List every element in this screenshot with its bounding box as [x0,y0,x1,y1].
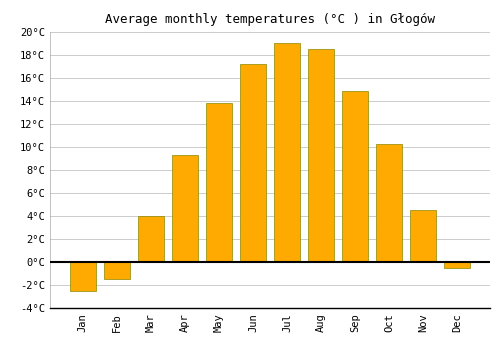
Bar [342,91,368,262]
Title: Average monthly temperatures (°C ) in Głogów: Average monthly temperatures (°C ) in Gł… [105,13,435,26]
Bar [240,64,266,262]
Bar [172,155,198,262]
Bar [376,145,402,262]
Bar [206,103,232,262]
Bar [70,262,96,291]
Bar [444,262,470,268]
Bar [138,216,164,262]
Bar [104,262,130,279]
Bar [308,49,334,262]
Bar [410,210,436,262]
Bar [274,43,300,262]
